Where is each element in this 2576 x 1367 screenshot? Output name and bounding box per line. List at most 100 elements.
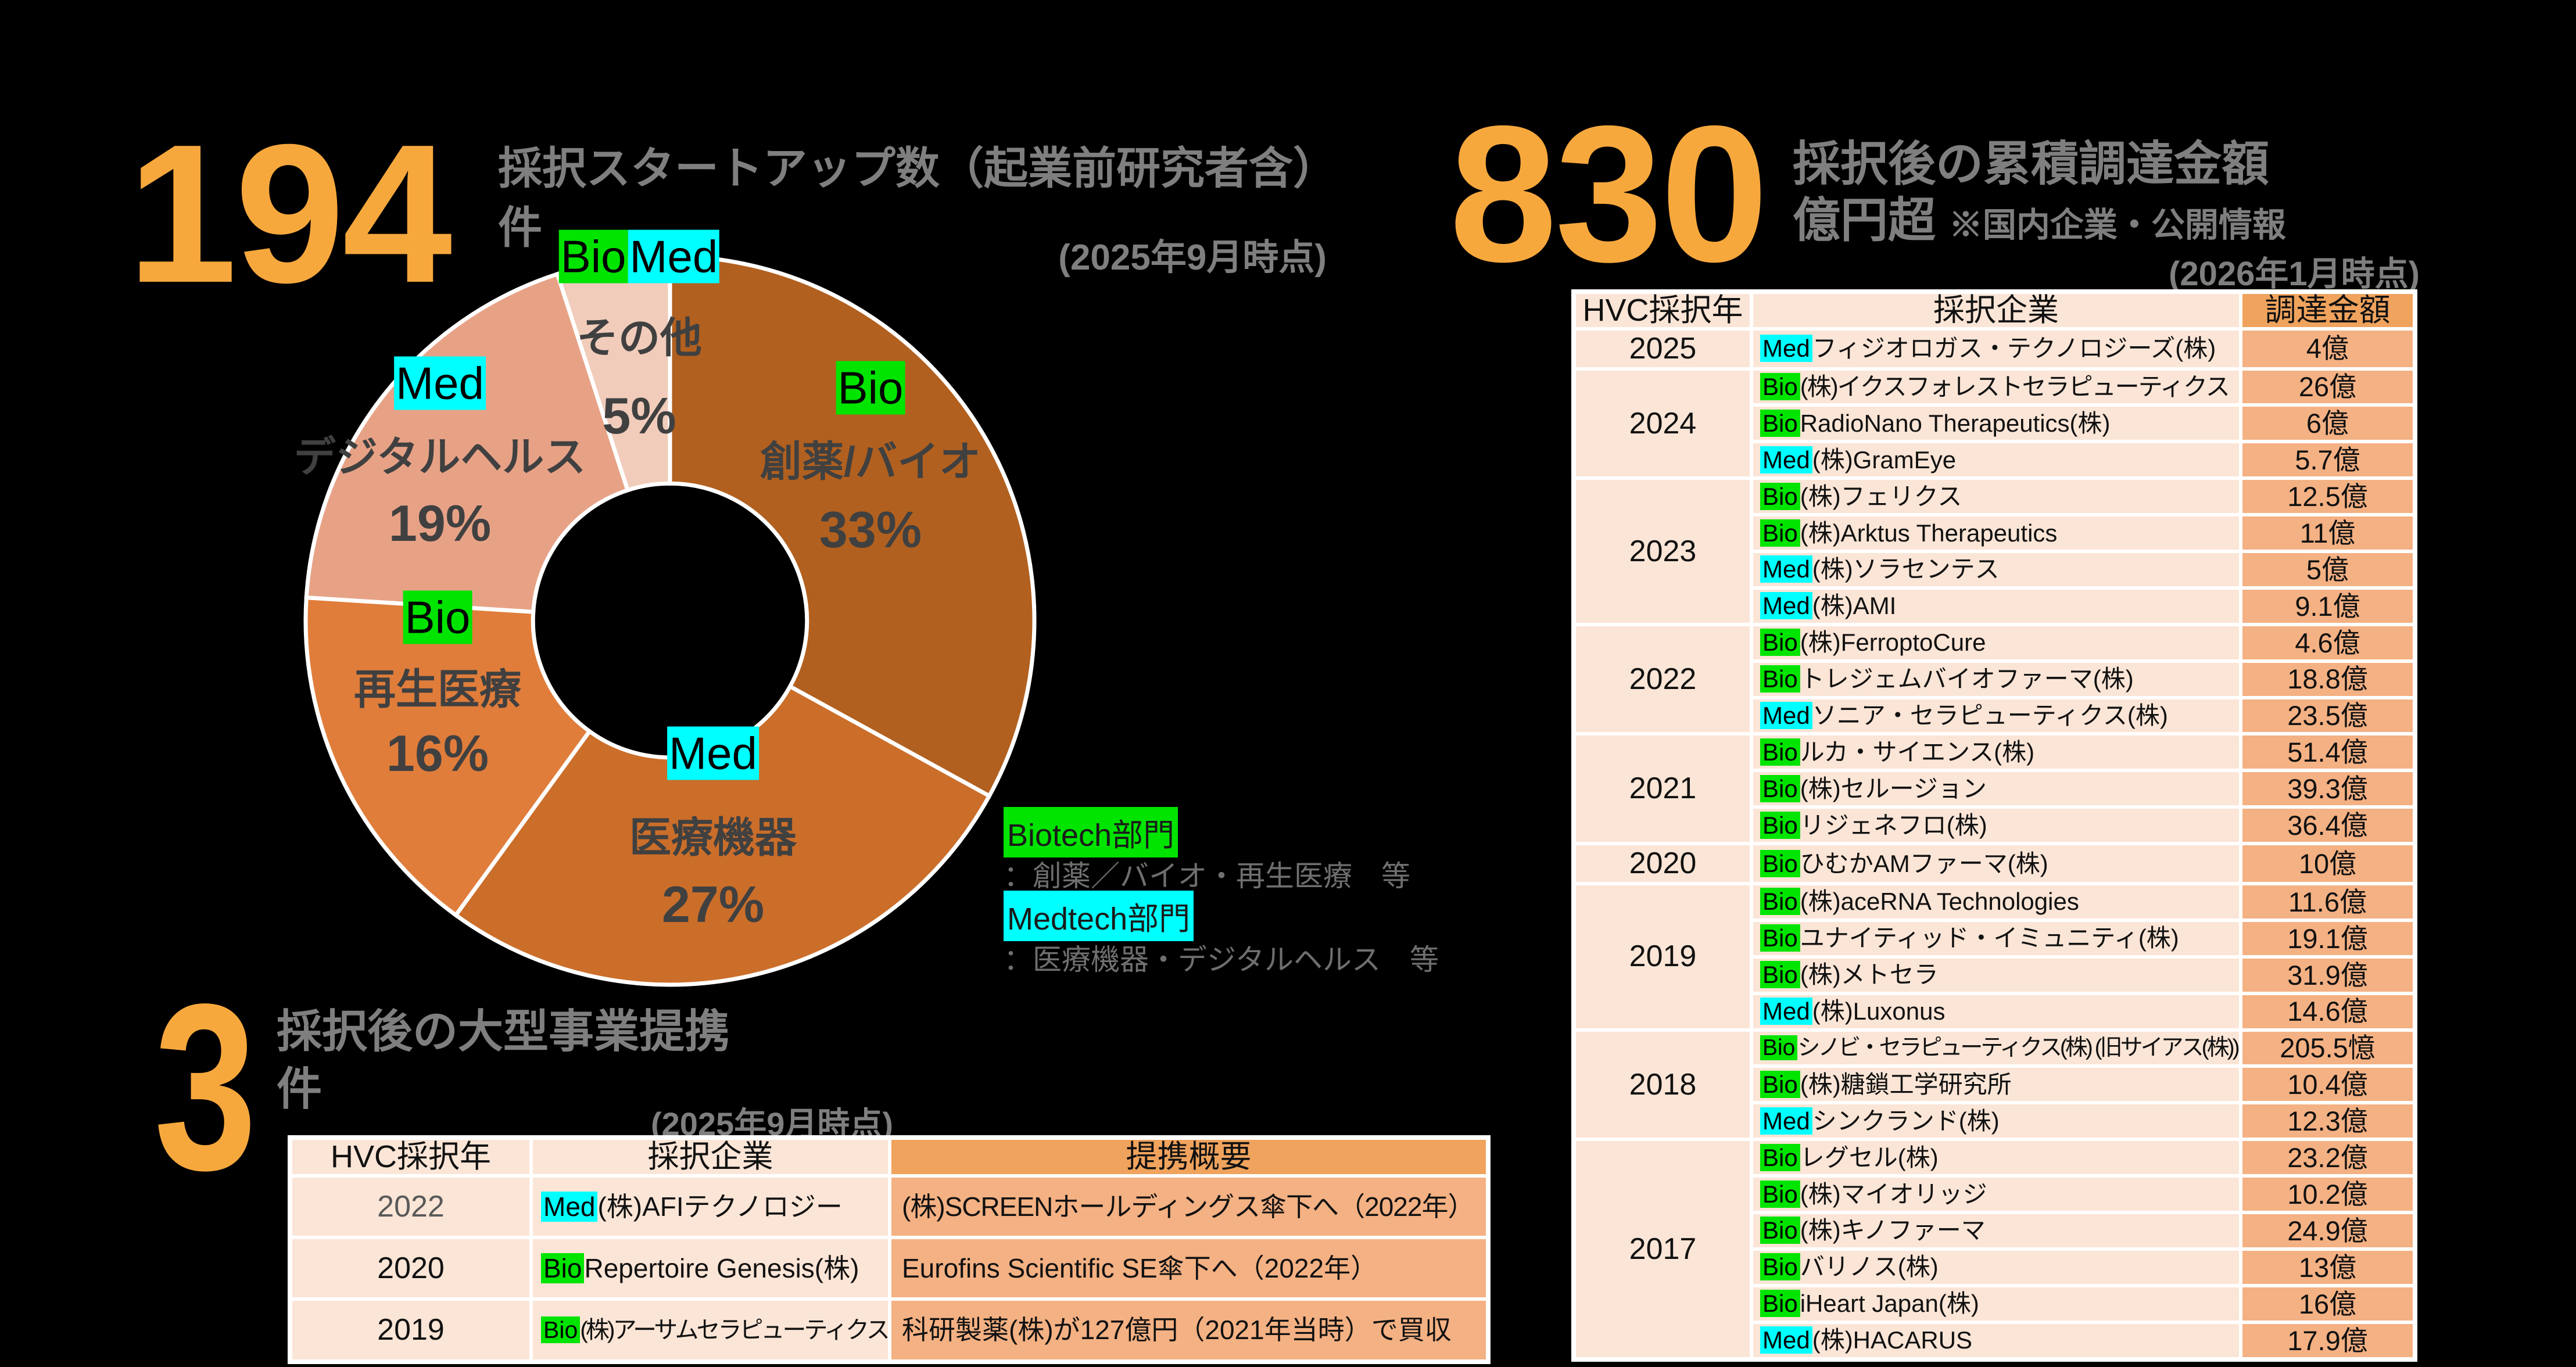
- funding-row: BioiHeart Japan(株) 16億: [1574, 1283, 2417, 1324]
- partnership-table-head: HVC採択年 採択企業 提携概要: [288, 1136, 1490, 1178]
- donut-label-percent-創薬/バイオ: 33%: [819, 501, 922, 558]
- partnership-row: 2020 BioRepertoire Genesis(株) Eurofins Sci…: [288, 1236, 1490, 1301]
- funding-row: Bioリジェネフロ(株) 36.4億: [1574, 805, 2417, 846]
- partnership-row: 2019 Bio(株)アーサムセラピューティクス 科研製薬(株)が127億円（202…: [288, 1297, 1490, 1364]
- amount-cell: 19.1億: [2239, 918, 2417, 959]
- dept-chip-Med: Med: [1760, 998, 1812, 1025]
- dept-chip-Bio: Bio: [541, 1253, 585, 1283]
- column-header-HVC採択年: HVC採択年: [1572, 290, 1753, 331]
- company-cell: Bioユナイティッド・イミュニティ(株): [1750, 918, 2242, 959]
- dept-chip-Med: Med: [667, 726, 759, 780]
- dept-chip-Bio: Bio: [1760, 519, 1800, 547]
- amount-cell: 36.4億: [2239, 805, 2417, 846]
- company-cell: Bioレグセル(株): [1750, 1138, 2242, 1178]
- donut-label-percent-医療機器: 27%: [661, 876, 765, 933]
- dept-chip-Bio: Bio: [403, 590, 472, 644]
- amount-cell: 9.1億: [2239, 586, 2417, 626]
- company-cell: Bioトレジェムバイオファーマ(株): [1750, 659, 2242, 699]
- year-cell-2022: 2022: [288, 1174, 533, 1240]
- funding-row: Medソニア・セラピューティクス(株) 23.5億: [1574, 695, 2417, 736]
- company-cell: Bio(株)マイオリッジ: [1750, 1174, 2242, 1214]
- donut-label-name-再生医療: 再生医療: [353, 666, 522, 713]
- amount-cell: 4.6億: [2239, 622, 2417, 663]
- amount-cell: 23.2億: [2239, 1138, 2417, 1178]
- company-cell: Med(株)HACARUS: [1750, 1320, 2242, 1362]
- amount-cell: 205.5憶: [2239, 1028, 2417, 1068]
- company-cell: Bio(株)アーサムセラピューティクス: [529, 1297, 891, 1364]
- amount-cell: 11億: [2239, 513, 2417, 553]
- dept-chip-Bio: Bio: [1760, 629, 1800, 656]
- funding-row: Med(株)Luxonus 14.6億: [1574, 991, 2417, 1032]
- dept-chip-Bio: Bio: [1760, 665, 1800, 693]
- partnership-table: HVC採択年 採択企業 提携概要 2022 Med(株)AFIテクノロジー (株)SCRE…: [288, 1135, 1491, 1364]
- funding-row: 2024 Bio(株)イクスフォレストセラピューティクス 26億: [1572, 367, 2417, 480]
- dept-chip-Bio: Bio: [558, 229, 628, 284]
- dept-chip-Bio: Bio: [1760, 811, 1800, 839]
- amount-cell: 12.5億: [2239, 476, 2417, 517]
- year-cell-2021: 2021: [1572, 732, 1753, 846]
- company-cell: Bio(株)イクスフォレストセラピューティクス: [1750, 367, 2242, 407]
- funding-row: BioRadioNano Therapeutics(株) 6億: [1574, 403, 2417, 444]
- company-cell: Bio(株)Arktus Therapeutics: [1750, 513, 2242, 553]
- chart-legend: Biotech部門 ：創薬／バイオ・再生医療 等 Medtech部門 ：医療機器・デジ…: [1004, 806, 1439, 978]
- dept-chip-Bio: Bio: [541, 1316, 581, 1344]
- summary-cell: 科研製薬(株)が127億円（2021年当時）で買収: [888, 1297, 1490, 1364]
- company-cell: Medフィジオロガス・テクノロジーズ(株): [1750, 326, 2242, 371]
- legend-desc-1: ：医療機器・デジタルヘルス 等: [1004, 943, 1439, 976]
- company-cell: Bio(株)aceRNA Technologies: [1750, 881, 2242, 922]
- funding-row: 2023 Bio(株)フェリクス 12.5億: [1572, 476, 2417, 626]
- dept-chip-Bio: Bio: [1760, 409, 1800, 437]
- dept-chip-Bio: Bio: [1760, 482, 1800, 510]
- dept-chip-Bio: Bio: [1760, 888, 1800, 916]
- dept-chip-Med: Med: [1760, 335, 1812, 363]
- donut-slice-再生医療: [303, 595, 593, 918]
- funding-row: 2018 Bio シノビ・セラピューティクス(株) (旧サイアス(株)) 205.5憶: [1572, 1028, 2417, 1142]
- dept-chip-Med: Med: [1760, 1326, 1812, 1354]
- dept-chip-Bio: Bio: [1760, 1070, 1800, 1098]
- company-cell: Medシンクランド(株): [1750, 1101, 2242, 1142]
- dept-chip-Bio: Bio: [1760, 961, 1800, 989]
- year-cell-2019: 2019: [288, 1297, 533, 1364]
- company-cell: Bio(株)セルージョン: [1750, 769, 2242, 809]
- dept-chip-Med: Med: [394, 356, 486, 410]
- funding-asof: (2026年1月時点): [2169, 255, 2420, 293]
- dept-chip-Bio: Bio: [1760, 1253, 1800, 1281]
- startups-asof: (2025年9月時点): [1058, 238, 1327, 278]
- dept-chip-Bio: Bio: [836, 361, 905, 415]
- amount-cell: 24.9億: [2239, 1211, 2417, 1251]
- deals-count: 3: [154, 955, 257, 1219]
- funding-row: Bio(株)Arktus Therapeutics 11億: [1574, 513, 2417, 553]
- legend-chip-Medtech部門: Medtech部門: [1004, 890, 1194, 941]
- startups-unit: 件: [498, 203, 542, 253]
- startups-title-text: 採択スタートアップ数（起業前研究者含）: [498, 144, 1337, 193]
- dept-chip-Bio: Bio: [1760, 849, 1800, 877]
- funding-unit: 億円超: [1793, 194, 1936, 247]
- column-header-提携概要: 提携概要: [888, 1136, 1490, 1178]
- funding-row: Bioバリノス(株) 13億: [1574, 1247, 2417, 1287]
- amount-cell: 51.4億: [2239, 732, 2417, 773]
- donut-slice-創薬/バイオ: [668, 254, 1037, 799]
- company-cell: BioひむかAMファーマ(株): [1750, 842, 2242, 885]
- dept-chip-Med: Med: [1760, 1107, 1812, 1135]
- startups-title: 採択スタートアップ数（起業前研究者含） 件: [498, 139, 1370, 258]
- funding-row: 2021 Bioルカ・サイエンス(株) 51.4億: [1572, 732, 2417, 846]
- table-header-row: HVC採択年 採択企業 提携概要: [288, 1136, 1490, 1178]
- dept-chip-Med: Med: [1760, 555, 1812, 583]
- deals-title: 採択後の大型事業提携件: [277, 1003, 1148, 1118]
- dept-chip-Bio: Bio: [1760, 1180, 1800, 1208]
- dept-chip-Bio: Bio: [1760, 1143, 1800, 1171]
- column-header-HVC採択年: HVC採択年: [288, 1136, 533, 1178]
- amount-cell: 10.4億: [2239, 1064, 2417, 1105]
- funding-row: 2022 Bio(株)FerroptoCure 4.6億: [1572, 622, 2417, 736]
- funding-row: Bio(株)セルージョン 39.3億: [1574, 769, 2417, 809]
- company-cell: Med(株)Luxonus: [1750, 991, 2242, 1032]
- donut-label-name-デジタルヘルス: デジタルヘルス: [293, 434, 586, 481]
- company-cell: Med(株)GramEye: [1750, 440, 2242, 480]
- amount-cell: 6億: [2239, 403, 2417, 444]
- column-header-採択企業: 採択企業: [1750, 290, 2242, 331]
- amount-cell: 13億: [2239, 1247, 2417, 1287]
- dept-chip-Bio: Bio: [1760, 738, 1800, 766]
- summary-cell: (株)SCREENホールディングス傘下へ（2022年）: [888, 1174, 1490, 1240]
- donut-label-dept-創薬/バイオ: Bio: [836, 361, 905, 415]
